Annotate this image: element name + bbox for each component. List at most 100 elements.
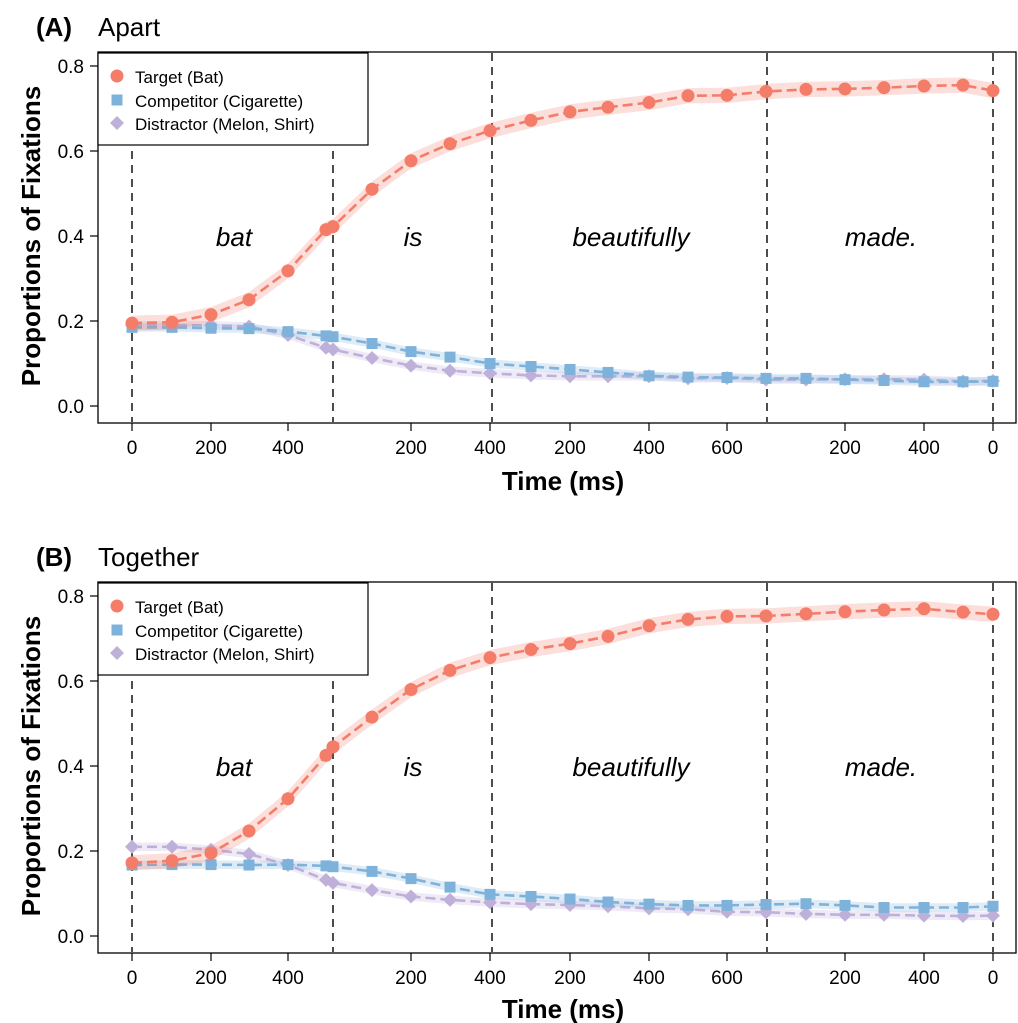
panel-b-xtick-label: 0	[988, 968, 999, 989]
panel-a-distractor-point	[483, 366, 497, 381]
panel-a-legend-box	[97, 52, 369, 146]
panel-a-competitor-point	[564, 363, 576, 375]
panel-a-competitor-point	[800, 372, 812, 384]
panel-a-word-is: is	[404, 222, 423, 252]
panel-b-target-line	[131, 607, 994, 865]
panel-b-competitor-point	[405, 873, 417, 885]
panel-b-ytick-label: 0.6	[58, 672, 84, 693]
panel-a-legend-distractor: Distractor (Melon, Shirt)	[135, 115, 314, 134]
panel-a-target-point	[601, 100, 615, 114]
panel-b-xtick-label: 400	[474, 968, 506, 989]
panel-a-competitor-point	[643, 370, 655, 382]
panel-a-competitor-point	[721, 372, 733, 384]
panel-b-distractor-point	[326, 875, 340, 890]
panel-a-target-point	[125, 316, 139, 330]
panel-b-competitor-point	[327, 861, 339, 873]
panel-b-xtick-label: 200	[195, 968, 227, 989]
panel-a-target-point	[204, 308, 218, 322]
panel-b-word-beautifully: beautifully	[572, 752, 691, 782]
panel-a-competitor-point	[682, 371, 694, 383]
panel-a-competitor-point	[760, 372, 772, 384]
panel-b-xtick-label: 200	[395, 968, 427, 989]
panel-a-competitor-point	[484, 358, 496, 369]
panel-b-competitor-point	[839, 899, 851, 911]
panel-a-target-point	[917, 79, 931, 93]
panel-a-competitor-point	[282, 326, 294, 338]
panel-a-word-beautifully: beautifully	[572, 222, 691, 252]
panel-a-target-point	[524, 113, 538, 127]
panel-b-competitor-point	[564, 893, 576, 905]
panel-b-frame	[97, 581, 1017, 954]
panel-a-target-line	[131, 83, 994, 325]
panel-b-target-point	[917, 602, 931, 616]
panel-a-frame	[97, 51, 1017, 424]
panel-a-distractor-point	[443, 363, 457, 378]
panel-a-target-point	[877, 81, 891, 95]
panel-b-distractor-point	[365, 883, 379, 898]
panel-b-competitor-point	[721, 899, 733, 911]
panel-a-competitor-point	[205, 322, 217, 334]
panel-a-competitor-point	[320, 330, 332, 342]
panel-b-target-point	[759, 609, 773, 623]
panel-b-competitor-point	[987, 900, 999, 912]
panel-a-xlabel: Time (ms)	[502, 466, 624, 496]
panel-b-target-point	[524, 643, 538, 657]
panel-b-competitor-point	[682, 899, 694, 911]
panel-b-competitor-line	[131, 863, 994, 909]
panel-b-label: (B)	[36, 542, 72, 572]
panel-b-series-target	[125, 601, 1000, 871]
panel-a-ytick-label: 0.2	[58, 312, 84, 333]
panel-a-distractor-point	[365, 350, 379, 365]
panel-a-target-ribbon	[132, 77, 993, 331]
panel-a-target-point	[681, 89, 695, 103]
panel-b-target-point	[956, 605, 970, 619]
panel-a-target-point	[642, 96, 656, 110]
panel-a-target-point	[326, 220, 340, 234]
panel-a-competitor-point	[366, 338, 378, 350]
panel-b-xtick-label: 400	[272, 968, 304, 989]
panel-a-xtick-label: 200	[395, 438, 427, 459]
panel-a-distractor-point	[326, 342, 340, 357]
panel-b-competitor-point	[760, 899, 772, 911]
panel-a-target-point	[443, 137, 457, 151]
panel-a-target-point	[563, 105, 577, 119]
panel-b-ytick-label: 0.8	[58, 587, 84, 608]
panel-b-xtick-label: 200	[829, 968, 861, 989]
panel-a-competitor-line	[132, 326, 994, 384]
panel-a-target-point	[365, 182, 379, 196]
panel-a-target-point	[799, 82, 813, 96]
panel-a-target-point	[281, 264, 295, 278]
panel-b-ylabel: Proportions of Fixations	[16, 616, 46, 916]
panel-b-competitor-point	[444, 881, 456, 893]
panel-a-competitor-point	[525, 360, 537, 372]
panel-b-target-point	[563, 637, 577, 651]
panel-b-distractor-point	[443, 892, 457, 907]
panel-b-legend-target-marker	[110, 599, 124, 613]
panel-b-legend-distractor: Distractor (Melon, Shirt)	[135, 645, 314, 664]
panel-a-competitor-point	[444, 351, 456, 363]
panel-a-xtick-label: 0	[127, 438, 138, 459]
panel-a-ytick-label: 0.6	[58, 142, 84, 163]
panel-b-plot: 0.0 0.2 0.4 0.6 0.8 0 200 400 200 400 200 400 600 200…	[58, 581, 1017, 989]
panel-a-ytick-label: 0.0	[58, 397, 84, 418]
panel-a-xtick-label: 200	[829, 438, 861, 459]
panel-b-word-is: is	[404, 752, 423, 782]
panel-a-ylabel: Proportions of Fixations	[16, 86, 46, 386]
panel-b-target-point	[720, 609, 734, 623]
panel-b-competitor-point	[602, 896, 614, 908]
panel-b-competitor-point	[643, 898, 655, 910]
panel-b-xlabel: Time (ms)	[502, 994, 624, 1023]
panel-b-competitor-point	[957, 902, 969, 914]
panel-b-legend-distractor-marker	[110, 646, 124, 660]
panel-b-xtick-label: 400	[908, 968, 940, 989]
panel-a-competitor-point	[918, 376, 930, 388]
panel-a-ytick-label: 0.4	[58, 227, 85, 248]
panel-a-xtick-label: 400	[272, 438, 304, 459]
panel-b-target-point	[681, 612, 695, 626]
panel-b-competitor-ribbon	[132, 860, 993, 912]
panel-b-legend-target: Target (Bat)	[135, 598, 224, 617]
panel-a-target-point	[483, 124, 497, 138]
panel-b-ytick-label: 0.4	[58, 757, 85, 778]
panel-a-target-point	[404, 154, 418, 168]
panel-a-plot: 0.0 0.2 0.4 0.6 0.8 0 200 400 200 400 200 400 600 200…	[58, 51, 1017, 459]
